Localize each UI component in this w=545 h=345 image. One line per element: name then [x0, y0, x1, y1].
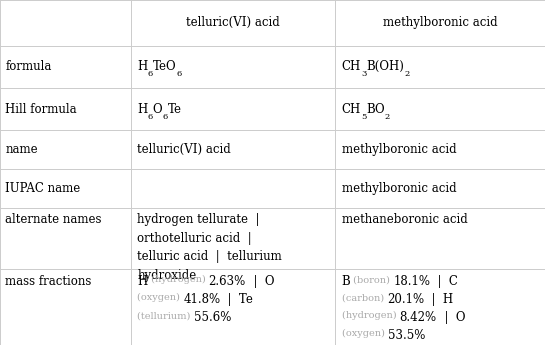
Text: 18.1%: 18.1% [393, 275, 431, 288]
Text: 6: 6 [148, 113, 153, 121]
Text: hydrogen tellurate  |
orthotelluric acid  |
telluric acid  |  tellurium
hydroxid: hydrogen tellurate | orthotelluric acid … [137, 213, 282, 282]
Text: H: H [137, 275, 148, 288]
Text: methylboronic acid: methylboronic acid [383, 16, 498, 29]
Text: |  H: | H [424, 293, 453, 306]
Text: BO: BO [366, 103, 385, 116]
Text: B: B [342, 275, 350, 288]
Text: |  Te: | Te [221, 293, 253, 306]
Text: |  C: | C [431, 275, 458, 288]
Text: alternate names: alternate names [5, 213, 102, 226]
Text: 41.8%: 41.8% [183, 293, 221, 306]
Text: 2: 2 [385, 113, 390, 121]
Text: B(OH): B(OH) [366, 60, 404, 73]
Text: Hill formula: Hill formula [5, 103, 77, 116]
Text: methylboronic acid: methylboronic acid [342, 182, 456, 195]
Text: |  O: | O [246, 275, 274, 288]
Text: Te: Te [168, 103, 181, 116]
Text: 2: 2 [404, 70, 409, 78]
Text: name: name [5, 143, 38, 156]
Text: H: H [137, 60, 148, 73]
Text: formula: formula [5, 60, 52, 73]
Text: telluric(VI) acid: telluric(VI) acid [137, 143, 231, 156]
Text: IUPAC name: IUPAC name [5, 182, 81, 195]
Text: methylboronic acid: methylboronic acid [342, 143, 456, 156]
Text: (tellurium): (tellurium) [137, 311, 194, 320]
Text: telluric(VI) acid: telluric(VI) acid [186, 16, 280, 29]
Text: (carbon): (carbon) [342, 293, 387, 302]
Text: 53.5%: 53.5% [387, 329, 425, 342]
Text: (boron): (boron) [350, 275, 393, 284]
Text: mass fractions: mass fractions [5, 275, 92, 288]
Text: 3: 3 [361, 70, 366, 78]
Text: 5: 5 [361, 113, 366, 121]
Text: 2.63%: 2.63% [209, 275, 246, 288]
Text: O: O [153, 103, 162, 116]
Text: CH: CH [342, 103, 361, 116]
Text: 55.6%: 55.6% [194, 311, 231, 324]
Text: TeO: TeO [153, 60, 177, 73]
Text: (oxygen): (oxygen) [342, 329, 387, 338]
Text: 20.1%: 20.1% [387, 293, 424, 306]
Text: 8.42%: 8.42% [399, 311, 437, 324]
Text: 6: 6 [177, 70, 181, 78]
Text: 6: 6 [148, 70, 153, 78]
Text: |  O: | O [437, 311, 465, 324]
Text: (hydrogen): (hydrogen) [148, 275, 209, 284]
Text: (oxygen): (oxygen) [137, 293, 183, 302]
Text: CH: CH [342, 60, 361, 73]
Text: methaneboronic acid: methaneboronic acid [342, 213, 468, 226]
Text: (hydrogen): (hydrogen) [342, 311, 399, 320]
Text: H: H [137, 103, 148, 116]
Text: 6: 6 [162, 113, 168, 121]
